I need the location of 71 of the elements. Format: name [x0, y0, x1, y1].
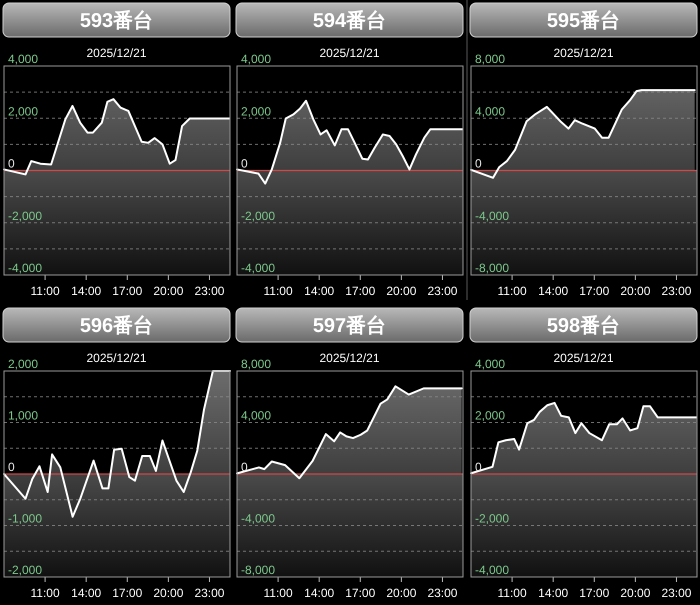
x-tick-label: 14:00 — [71, 284, 102, 298]
x-tick-label: 17:00 — [579, 284, 610, 298]
y-tick-label: -2,000 — [475, 512, 510, 526]
y-tick-label: 4,000 — [241, 408, 272, 422]
y-tick-label: 0 — [475, 156, 482, 170]
y-tick-label: 4,000 — [475, 357, 506, 371]
y-tick-label: 4,000 — [8, 52, 38, 66]
y-tick-label: 0 — [241, 460, 248, 474]
y-tick-label: 1,000 — [8, 408, 38, 422]
chart-title: 596番台 — [80, 314, 154, 337]
x-tick-label: 11:00 — [264, 284, 293, 298]
x-tick-label: 20:00 — [620, 284, 651, 298]
y-tick-label: -1,000 — [8, 512, 42, 526]
x-tick-label: 23:00 — [194, 586, 225, 600]
chart-title: 597番台 — [312, 314, 386, 337]
x-tick-label: 17:00 — [112, 284, 143, 298]
y-tick-label: -8,000 — [241, 563, 276, 577]
x-tick-label: 23:00 — [194, 284, 225, 298]
chart-title: 594番台 — [312, 9, 386, 32]
x-tick-label: 11:00 — [30, 284, 60, 298]
x-tick-label: 14:00 — [304, 586, 335, 600]
chart-subtitle: 2025/12/21 — [553, 351, 614, 365]
y-tick-label: -4,000 — [475, 563, 510, 577]
x-tick-label: 20:00 — [620, 586, 651, 600]
y-tick-label: -4,000 — [475, 208, 510, 223]
y-tick-label: 2,000 — [8, 104, 38, 118]
chart-subtitle: 2025/12/21 — [553, 46, 614, 60]
x-tick-label: 14:00 — [71, 586, 102, 600]
y-tick-label: 0 — [8, 460, 15, 474]
y-tick-label: -2,000 — [241, 208, 276, 223]
x-tick-label: 14:00 — [538, 284, 569, 298]
x-tick-label: 23:00 — [427, 586, 458, 600]
y-tick-label: 8,000 — [241, 357, 272, 371]
x-tick-label: 20:00 — [386, 586, 417, 600]
x-tick-label: 11:00 — [264, 586, 293, 600]
y-tick-label: 4,000 — [241, 52, 272, 66]
x-tick-label: 14:00 — [304, 284, 335, 298]
y-tick-label: 4,000 — [475, 104, 506, 118]
y-tick-label: -2,000 — [8, 563, 42, 577]
y-tick-label: -8,000 — [475, 261, 510, 275]
y-tick-label: -4,000 — [241, 261, 276, 275]
x-tick-label: 17:00 — [345, 284, 376, 298]
x-tick-label: 14:00 — [538, 586, 569, 600]
x-tick-label: 11:00 — [498, 586, 527, 600]
chart-subtitle: 2025/12/21 — [319, 46, 380, 60]
x-tick-label: 23:00 — [427, 284, 458, 298]
chart-title: 595番台 — [546, 9, 620, 32]
chart-subtitle: 2025/12/21 — [319, 351, 380, 365]
x-tick-label: 20:00 — [153, 586, 184, 600]
y-tick-label: 0 — [241, 156, 248, 170]
x-tick-label: 17:00 — [579, 586, 610, 600]
y-tick-label: 2,000 — [475, 408, 506, 422]
y-tick-label: 2,000 — [8, 357, 38, 371]
chart-title: 593番台 — [80, 9, 154, 32]
x-tick-label: 20:00 — [153, 284, 184, 298]
x-tick-label: 11:00 — [498, 284, 527, 298]
x-tick-label: 23:00 — [661, 284, 692, 298]
chart-subtitle: 2025/12/21 — [86, 46, 147, 60]
y-tick-label: -4,000 — [241, 512, 276, 526]
chart-title: 598番台 — [546, 314, 620, 337]
x-tick-label: 17:00 — [345, 586, 376, 600]
y-tick-label: 8,000 — [475, 52, 506, 66]
x-tick-label: 23:00 — [661, 586, 692, 600]
x-tick-label: 11:00 — [30, 586, 60, 600]
chart-subtitle: 2025/12/21 — [86, 351, 147, 365]
y-tick-label: -4,000 — [8, 261, 42, 275]
x-tick-label: 17:00 — [112, 586, 143, 600]
y-tick-label: -2,000 — [8, 208, 42, 223]
y-tick-label: 0 — [8, 156, 15, 170]
x-tick-label: 20:00 — [386, 284, 417, 298]
y-tick-label: 2,000 — [241, 104, 272, 118]
